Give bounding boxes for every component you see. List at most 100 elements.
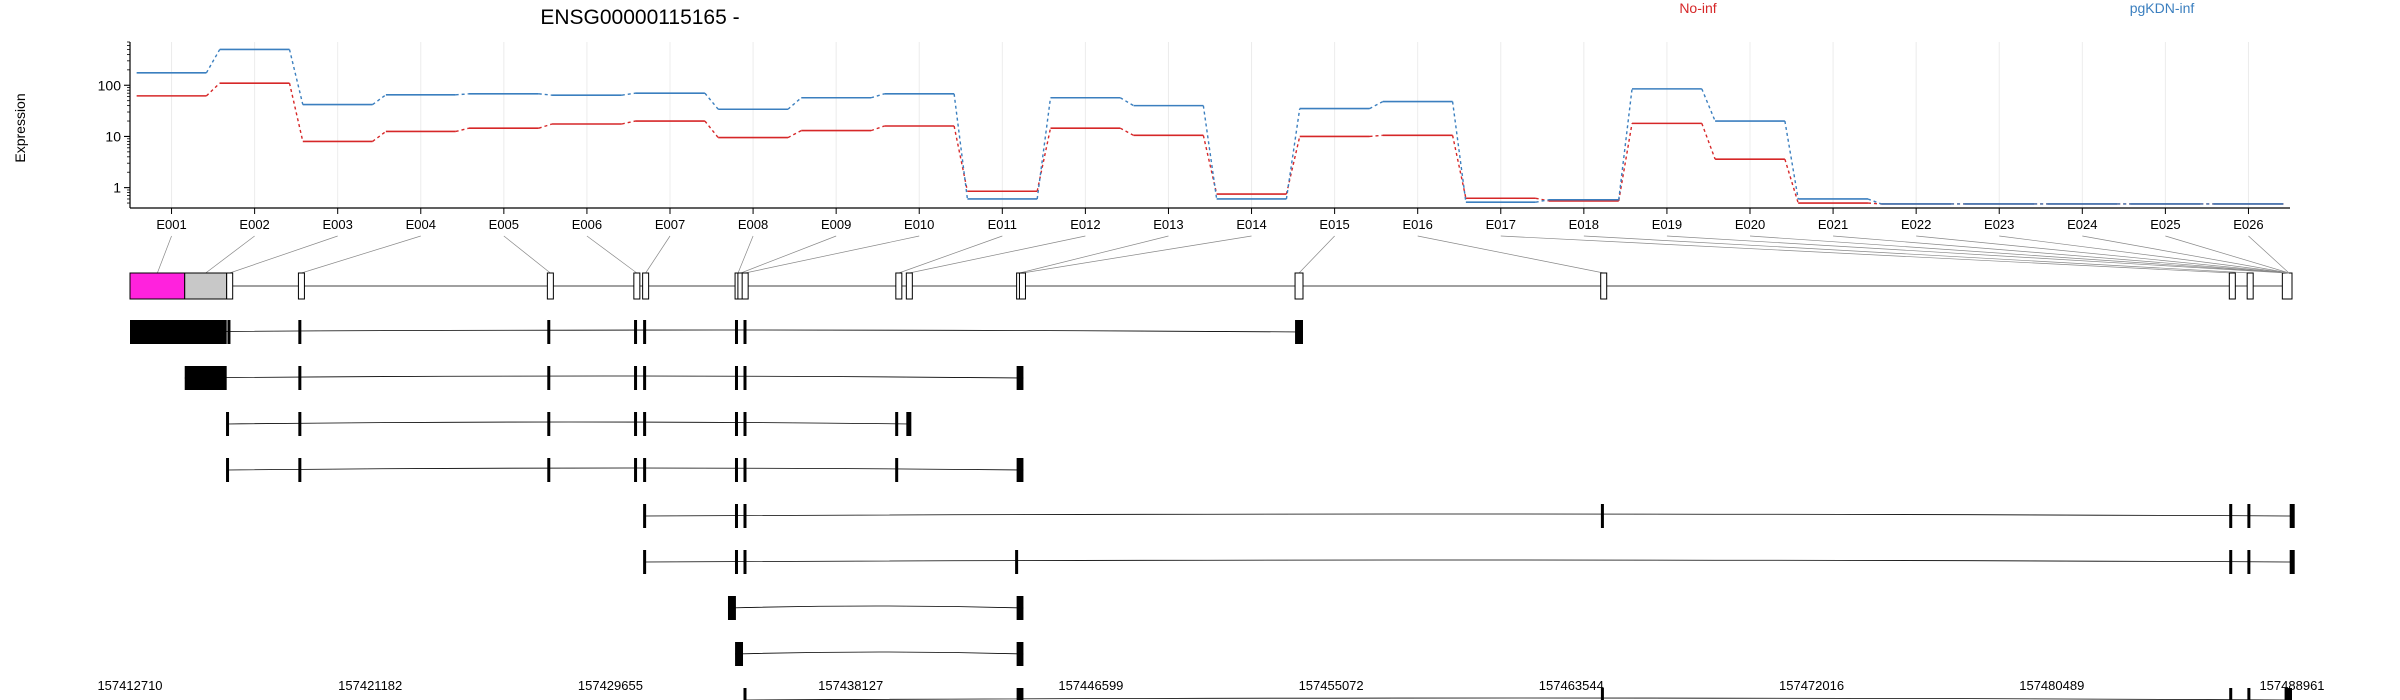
x-tick-label-E009: E009: [821, 217, 851, 232]
exon-mark: [643, 504, 647, 528]
transition-pgKDN-inf-E019: [1701, 88, 1716, 122]
chart-title: ENSG00000115165 -: [540, 6, 739, 29]
legend-no-inf: No-inf: [1679, 0, 1716, 16]
coding-block: [184, 366, 227, 390]
transcript-9: [743, 688, 2293, 700]
exon-mark: [734, 458, 738, 482]
transition-No-inf-E018: [1618, 123, 1633, 202]
transcript-4: [226, 458, 1024, 482]
transition-pgKDN-inf-E006: [621, 92, 636, 96]
exon-box-E019: [2281, 272, 2293, 300]
exon-mark: [2229, 550, 2233, 574]
exon-mark: [2229, 688, 2233, 700]
exon-connector-E005: [503, 235, 551, 274]
transition-pgKDN-inf-E021: [1867, 198, 1882, 205]
x-tick-label-E001: E001: [156, 217, 186, 232]
exon-connector-E013: [1019, 235, 1169, 274]
x-tick-label-E006: E006: [572, 217, 602, 232]
transition-pgKDN-inf-E011: [1036, 97, 1052, 200]
x-tick-label-E017: E017: [1486, 217, 1516, 232]
exon-block: [2289, 550, 2295, 574]
transition-pgKDN-inf-E005: [538, 93, 553, 96]
exon-block: [1016, 596, 1024, 620]
transition-pgKDN-inf-E001: [205, 49, 221, 74]
transition-No-inf-E014: [1285, 136, 1301, 195]
exon-mark: [734, 320, 738, 344]
exon-mark: [634, 458, 638, 482]
transition-No-inf-E004: [455, 127, 470, 133]
exon-mark: [643, 412, 647, 436]
exon-mark: [895, 412, 899, 436]
coordinate-label-5: 157455072: [1299, 678, 1364, 693]
y-tick-label-1: 1: [113, 180, 121, 196]
x-tick-label-E011: E011: [988, 217, 1017, 232]
transition-No-inf-E012: [1119, 127, 1134, 136]
exon-box-E001: [129, 272, 186, 300]
coding-block: [727, 596, 736, 620]
exon-connector-E016: [1417, 235, 1604, 274]
y-axis-label: Expression: [12, 93, 28, 162]
coordinate-label-3: 157438127: [818, 678, 883, 693]
exon-mark: [2247, 504, 2251, 528]
transition-pgKDN-inf-E010: [953, 93, 969, 200]
transition-No-inf-E005: [538, 123, 553, 129]
exon-connector-E004: [301, 235, 421, 274]
exon-mark: [298, 412, 302, 436]
exon-mark: [643, 366, 647, 390]
exon-connector-E006: [586, 235, 638, 274]
exon-connector-E018: [1583, 235, 2251, 274]
coordinate-label-2: 157429655: [578, 678, 643, 693]
x-tick-label-E016: E016: [1403, 217, 1433, 232]
exon-mark: [743, 550, 747, 574]
exon-box-E004: [297, 272, 305, 300]
exon-mark: [547, 366, 551, 390]
exon-mark: [634, 366, 638, 390]
coordinate-label-0: 157412710: [97, 678, 162, 693]
exon-box-E011: [895, 272, 903, 300]
x-tick-label-E024: E024: [2067, 217, 2097, 232]
transition-pgKDN-inf-E012: [1119, 97, 1134, 107]
exon-connector-E009: [740, 235, 837, 274]
transcript-7: [727, 596, 1024, 620]
intron-line: [227, 467, 1024, 471]
exon-block: [2284, 688, 2292, 700]
series-No-inf: [136, 82, 2284, 205]
transcript-3: [226, 412, 912, 436]
exon-mark: [734, 366, 738, 390]
exon-box-E012: [905, 272, 913, 300]
exon-mark: [2229, 504, 2233, 528]
coordinate-label-8: 157480489: [2019, 678, 2084, 693]
x-tick-label-E008: E008: [738, 217, 768, 232]
exon-connector-E011: [898, 235, 1003, 274]
x-tick-label-E018: E018: [1569, 217, 1599, 232]
exon-block: [1016, 458, 1024, 482]
exon-block: [1016, 642, 1024, 666]
exon-mark: [547, 458, 551, 482]
exon-box-E017: [2228, 272, 2236, 300]
exon-mark: [298, 366, 302, 390]
transcript-1: [129, 320, 1303, 344]
exon-mark: [1600, 688, 1604, 700]
exon-connector-E021: [1833, 235, 2290, 274]
exon-mark: [743, 412, 747, 436]
transcript-5: [643, 504, 2295, 528]
exon-connector-E022: [1916, 235, 2290, 274]
transition-No-inf-E015: [1369, 134, 1383, 138]
exon-mark: [643, 550, 647, 574]
exon-block: [1016, 688, 1024, 700]
x-tick-label-E026: E026: [2233, 217, 2263, 232]
x-tick-label-E002: E002: [239, 217, 269, 232]
exon-mark: [734, 412, 738, 436]
coordinate-label-4: 157446599: [1058, 678, 1123, 693]
transition-pgKDN-inf-E017: [1535, 199, 1550, 203]
exon-mark: [743, 504, 747, 528]
exon-connector-E017: [1500, 235, 2233, 274]
series-pgKDN-inf: [136, 48, 2284, 205]
exon-block: [2289, 504, 2295, 528]
exon-mark: [1600, 504, 1604, 528]
exon-box-E003: [226, 272, 234, 300]
intron-line: [744, 697, 2293, 700]
exon-block: [906, 412, 912, 436]
x-tick-label-E021: E021: [1818, 217, 1848, 232]
